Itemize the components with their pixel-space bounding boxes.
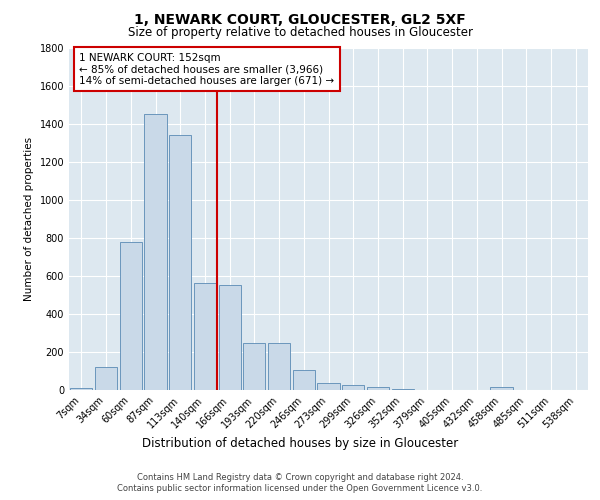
Bar [194,284,216,390]
Text: Distribution of detached houses by size in Gloucester: Distribution of detached houses by size … [142,438,458,450]
Bar [218,286,241,390]
Bar [317,384,340,390]
Y-axis label: Number of detached properties: Number of detached properties [24,136,34,301]
Bar [70,388,92,390]
Bar [119,242,142,390]
Bar [268,344,290,390]
Text: Size of property relative to detached houses in Gloucester: Size of property relative to detached ho… [128,26,473,39]
Bar [392,389,414,390]
Text: Contains public sector information licensed under the Open Government Licence v3: Contains public sector information licen… [118,484,482,493]
Bar [145,114,167,390]
Text: 1 NEWARK COURT: 152sqm
← 85% of detached houses are smaller (3,966)
14% of semi-: 1 NEWARK COURT: 152sqm ← 85% of detached… [79,52,335,86]
Bar [367,387,389,390]
Bar [490,387,512,390]
Bar [243,344,265,390]
Bar [169,135,191,390]
Bar [95,367,117,390]
Text: 1, NEWARK COURT, GLOUCESTER, GL2 5XF: 1, NEWARK COURT, GLOUCESTER, GL2 5XF [134,12,466,26]
Bar [293,370,315,390]
Bar [342,385,364,390]
Text: Contains HM Land Registry data © Crown copyright and database right 2024.: Contains HM Land Registry data © Crown c… [137,472,463,482]
